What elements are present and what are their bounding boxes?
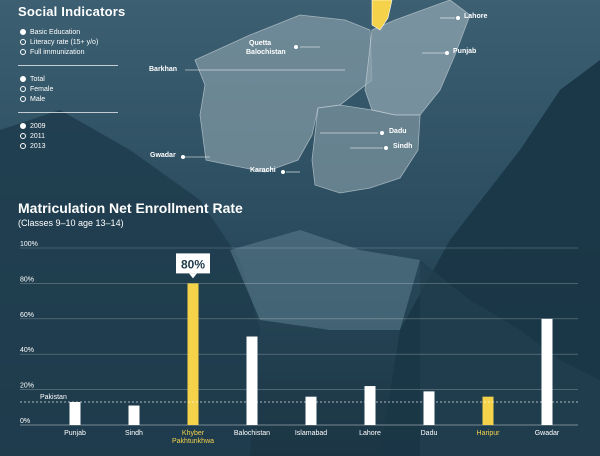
bar-punjab[interactable] bbox=[69, 401, 81, 425]
map-label-sindh: Sindh bbox=[393, 143, 413, 150]
divider bbox=[18, 65, 118, 66]
map-label-punjab: Punjab bbox=[453, 48, 477, 55]
chart-title: Matriculation Net Enrollment Rate bbox=[18, 200, 243, 216]
y-tick-label: 60% bbox=[20, 312, 34, 319]
map-region-haripur[interactable] bbox=[371, 0, 393, 31]
bar-haripur[interactable] bbox=[482, 396, 494, 425]
x-tick-label: Lahore bbox=[359, 430, 381, 437]
callout-box bbox=[176, 253, 210, 274]
radio-selected-icon[interactable] bbox=[20, 29, 26, 35]
y-tick-label: 40% bbox=[20, 347, 34, 354]
option-female[interactable]: Female bbox=[20, 84, 128, 94]
y-tick-label: 80% bbox=[20, 276, 34, 283]
year-options: 2009 2011 2013 bbox=[18, 121, 128, 151]
callout-pointer bbox=[189, 273, 197, 279]
radio-icon[interactable] bbox=[20, 96, 26, 102]
radio-selected-icon[interactable] bbox=[20, 76, 26, 82]
x-tick-label: Balochistan bbox=[234, 430, 270, 437]
map-label-gwadar: Gwadar bbox=[150, 152, 176, 159]
radio-icon[interactable] bbox=[20, 39, 26, 45]
option-male[interactable]: Male bbox=[20, 94, 128, 104]
map-label-balochistan: Balochistan bbox=[246, 49, 286, 56]
bar-lahore[interactable] bbox=[364, 386, 376, 425]
y-tick-label: 0% bbox=[20, 418, 30, 425]
chart-subtitle: (Classes 9–10 age 13–14) bbox=[18, 218, 124, 228]
map-label-barkhan: Barkhan bbox=[149, 66, 178, 73]
option-2009[interactable]: 2009 bbox=[20, 121, 128, 131]
indicator-options: Basic Education Literacy rate (15+ y/o) … bbox=[18, 27, 128, 57]
option-2011[interactable]: 2011 bbox=[20, 131, 128, 141]
x-tick-label: Islamabad bbox=[295, 430, 327, 437]
divider bbox=[18, 112, 118, 113]
map-region-balochistan[interactable] bbox=[194, 14, 373, 173]
radio-icon[interactable] bbox=[20, 49, 26, 55]
radio-icon[interactable] bbox=[20, 86, 26, 92]
enrollment-bar-chart: 0% 20% 40% 60% 80% 100% Punjab Sindh KhyberPakht… bbox=[20, 241, 578, 445]
option-full-immunization[interactable]: Full immunization bbox=[20, 47, 128, 57]
y-tick-label: 100% bbox=[20, 241, 38, 248]
reference-line-label: Pakistan bbox=[40, 394, 67, 401]
x-tick-label: Dadu bbox=[421, 430, 438, 437]
radio-icon[interactable] bbox=[20, 143, 26, 149]
option-2013[interactable]: 2013 bbox=[20, 141, 128, 151]
x-tick-label: Pakhtunkhwa bbox=[172, 438, 214, 445]
map-label-karachi: Karachi bbox=[250, 167, 276, 174]
radio-icon[interactable] bbox=[20, 133, 26, 139]
radio-selected-icon[interactable] bbox=[20, 123, 26, 129]
option-total[interactable]: Total bbox=[20, 74, 128, 84]
map-region-sindh[interactable] bbox=[311, 104, 421, 194]
map-label-dadu: Dadu bbox=[389, 128, 407, 135]
option-basic-education[interactable]: Basic Education bbox=[20, 27, 128, 37]
option-literacy-rate[interactable]: Literacy rate (15+ y/o) bbox=[20, 37, 128, 47]
indicator-panel: Social Indicators Basic Education Litera… bbox=[18, 4, 128, 151]
y-tick-label: 20% bbox=[20, 383, 34, 390]
bar-sindh[interactable] bbox=[128, 405, 140, 425]
bar-balochistan[interactable] bbox=[246, 336, 258, 426]
map-label-lahore: Lahore bbox=[464, 13, 488, 20]
map-region-punjab[interactable] bbox=[364, 0, 471, 116]
bar-gwadar[interactable] bbox=[541, 318, 553, 425]
pakistan-map bbox=[181, 0, 471, 194]
map-label-quetta: Quetta bbox=[249, 40, 272, 47]
bar-khyber-pakhtunkhwa[interactable] bbox=[187, 283, 199, 425]
bar-dadu[interactable] bbox=[423, 391, 435, 425]
x-tick-label: Gwadar bbox=[535, 430, 560, 437]
callout-value: 80% bbox=[181, 257, 205, 271]
x-tick-label: Khyber bbox=[182, 430, 205, 437]
panel-title: Social Indicators bbox=[18, 4, 126, 19]
gender-options: Total Female Male bbox=[18, 74, 128, 104]
x-tick-label: Sindh bbox=[125, 430, 143, 437]
x-tick-label: Punjab bbox=[64, 430, 86, 437]
bar-islamabad[interactable] bbox=[305, 396, 317, 425]
x-tick-label: Haripur bbox=[477, 430, 501, 437]
